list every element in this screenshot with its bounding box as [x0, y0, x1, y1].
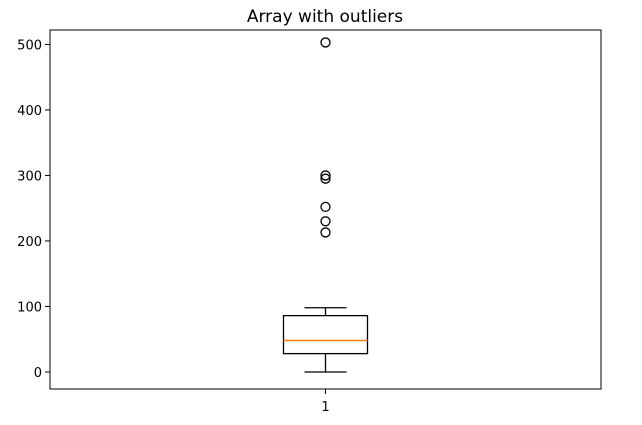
y-tick-label: 0 — [34, 366, 42, 381]
chart-title: Array with outliers — [247, 7, 403, 27]
outlier-point — [320, 201, 331, 213]
outlier-point — [320, 170, 331, 181]
outlier-point — [320, 173, 331, 184]
y-axis: 0 100 200 300 400 500 — [17, 38, 50, 381]
y-tick-label: 300 — [17, 169, 42, 184]
x-tick-label: 1 — [321, 400, 329, 415]
interquartile-box — [282, 314, 369, 355]
x-axis: 1 — [321, 389, 330, 415]
y-tick-label: 100 — [17, 300, 42, 315]
outlier-point — [320, 37, 331, 48]
y-tick-label: 200 — [17, 235, 42, 250]
y-tick-label: 400 — [17, 104, 42, 119]
plot-area-frame — [49, 29, 602, 390]
box-series — [282, 37, 369, 373]
outlier-point — [320, 216, 331, 227]
y-tick-label: 500 — [17, 38, 42, 53]
outlier-point — [320, 227, 331, 238]
